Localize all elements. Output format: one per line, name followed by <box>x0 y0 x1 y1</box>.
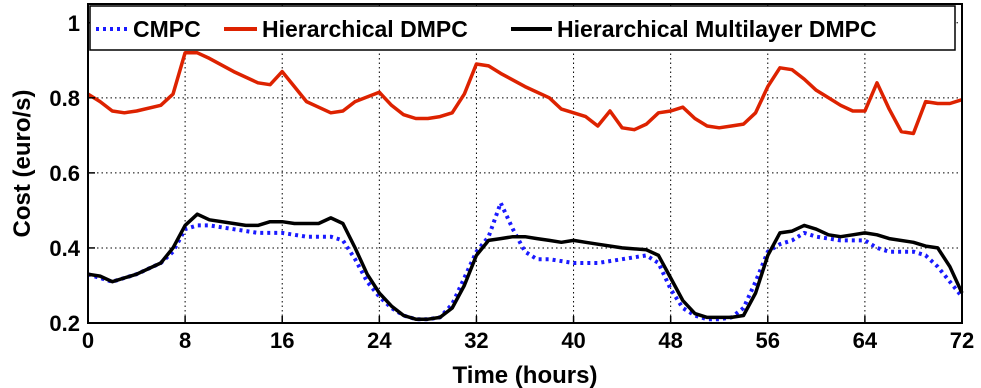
series-line-3 <box>87 212 964 321</box>
plot-area-frame <box>87 3 963 324</box>
x-tick-label: 40 <box>561 328 585 353</box>
legend-label-1: CMPC <box>133 16 201 42</box>
x-tick-label: 16 <box>270 328 294 353</box>
x-tick-label: 0 <box>82 328 94 353</box>
grid <box>88 4 962 324</box>
x-tick-label: 56 <box>756 328 780 353</box>
legend-label-2: Hierarchical DMPC <box>262 16 468 42</box>
x-tick-label: 72 <box>950 328 974 353</box>
y-tick-label: 0.4 <box>49 236 80 261</box>
legend: CMPC Hierarchical DMPC Hierarchical Multil… <box>89 5 956 51</box>
axis-ticks: 0 8 16 24 32 40 48 56 64 72 0.2 0.4 0.6 0.8 1 <box>49 11 974 353</box>
y-tick-label: 1 <box>68 11 80 36</box>
y-tick-label: 0.8 <box>49 86 80 111</box>
plot-series <box>87 51 964 322</box>
x-tick-label: 8 <box>179 328 191 353</box>
y-tick-label: 0.2 <box>49 311 80 336</box>
x-tick-label: 24 <box>367 328 392 353</box>
series-line-2 <box>87 51 963 136</box>
x-tick-label: 32 <box>464 328 488 353</box>
x-axis-label: Time (hours) <box>453 362 598 388</box>
y-axis-label: Cost (euro/s) <box>9 89 36 237</box>
x-tick-label: 64 <box>853 328 878 353</box>
y-tick-label: 0.6 <box>49 161 80 186</box>
legend-label-3: Hierarchical Multilayer DMPC <box>557 16 877 42</box>
x-tick-label: 48 <box>658 328 682 353</box>
